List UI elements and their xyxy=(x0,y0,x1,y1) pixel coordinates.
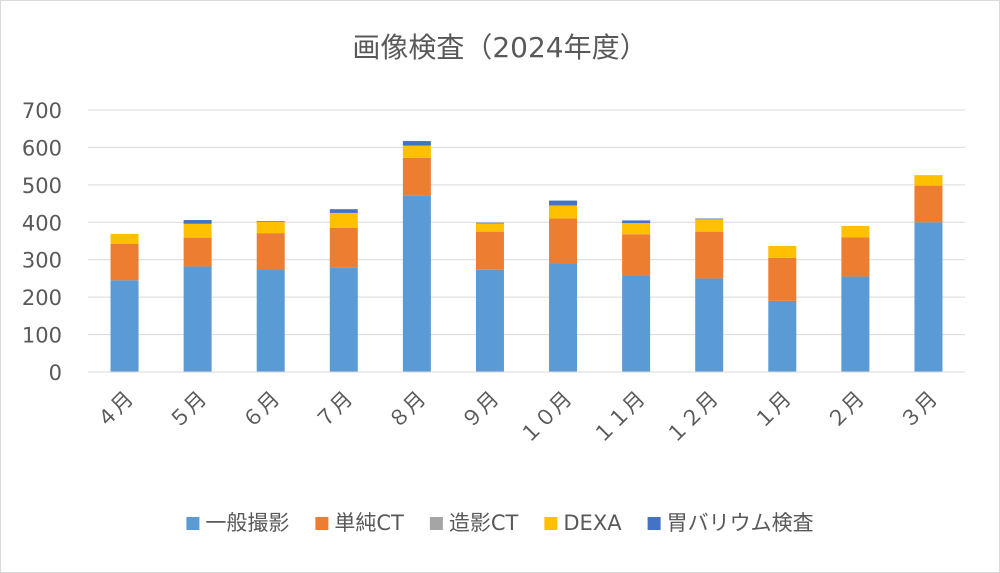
x-tick-label: ２月 xyxy=(822,387,869,434)
bar-segment xyxy=(402,145,431,158)
bar-segment xyxy=(622,220,651,224)
bar-segment xyxy=(695,278,724,372)
bar-segment xyxy=(768,257,797,301)
legend-item: 造影CT xyxy=(429,511,519,535)
bar-segment xyxy=(914,175,943,186)
bar-segment xyxy=(695,231,724,279)
bar-segment xyxy=(256,221,285,234)
legend-label: DEXA xyxy=(563,511,622,535)
x-tick-label: ７月 xyxy=(311,387,358,434)
bar-segment xyxy=(329,227,358,268)
bar-segment xyxy=(256,221,285,222)
bars xyxy=(110,141,943,372)
bar-segment xyxy=(110,280,139,372)
bar-segment xyxy=(183,220,212,224)
y-tick-label: 500 xyxy=(22,174,62,198)
bar-segment xyxy=(549,263,578,372)
legend-label: 胃バリウム検査 xyxy=(667,511,814,535)
x-tick-label: １０月 xyxy=(515,387,577,449)
y-tick-label: 300 xyxy=(22,249,62,273)
x-tick-label: ６月 xyxy=(238,387,285,434)
bar-segment xyxy=(475,223,504,232)
x-tick-label: １月 xyxy=(749,387,796,434)
bar-segment xyxy=(183,237,212,267)
x-tick-label: １１月 xyxy=(588,387,650,449)
bar-segment xyxy=(549,205,578,219)
y-tick-label: 0 xyxy=(49,361,62,385)
bar-segment xyxy=(549,200,578,206)
legend-swatch xyxy=(315,517,329,530)
bar-segment xyxy=(768,245,797,258)
legend: 一般撮影 単純CT 造影CT DEXA 胃バリウム検査 xyxy=(186,511,814,535)
legend-label: 造影CT xyxy=(449,511,519,535)
x-tick-label: ３月 xyxy=(895,387,942,434)
legend-item: 胃バリウム検査 xyxy=(647,511,814,535)
legend-item: 一般撮影 xyxy=(186,511,289,535)
bar-segment xyxy=(402,157,431,196)
grid xyxy=(88,109,965,336)
x-tick-label: ９月 xyxy=(457,387,504,434)
legend-label: 単純CT xyxy=(334,511,404,535)
bar-segment xyxy=(329,209,358,213)
bar-segment xyxy=(695,218,724,220)
x-tick-label: １２月 xyxy=(661,387,723,449)
bar-segment xyxy=(110,233,139,244)
bar-segment xyxy=(695,219,724,232)
bar-segment xyxy=(841,237,870,277)
y-tick-label: 200 xyxy=(22,286,62,310)
x-tick-label: ４月 xyxy=(91,387,138,434)
bar-segment xyxy=(183,223,212,238)
bar-segment xyxy=(256,269,285,372)
legend-item: 単純CT xyxy=(315,511,404,535)
x-tick-label: ８月 xyxy=(384,387,431,434)
bar-segment xyxy=(914,222,943,372)
chart-title: 画像検査（2024年度） xyxy=(352,31,647,64)
bar-segment xyxy=(329,267,358,372)
bar-segment xyxy=(402,195,431,372)
bar-segment xyxy=(329,212,358,228)
bar-segment xyxy=(841,226,870,238)
y-tick-label: 100 xyxy=(22,324,62,348)
x-axis-ticks: ４月 ５月 ６月 ７月 ８月 ９月 １０月 １１月 １２月 １月 ２月 ３月 xyxy=(91,387,942,449)
bar-segment xyxy=(622,234,651,276)
y-tick-label: 400 xyxy=(22,211,62,235)
bar-segment xyxy=(475,269,504,372)
bar-segment xyxy=(110,243,139,281)
y-tick-label: 700 xyxy=(22,99,62,123)
bar-segment xyxy=(549,218,578,264)
y-axis-ticks: 0 100 200 300 400 500 600 700 xyxy=(22,99,62,385)
bar-segment xyxy=(622,275,651,372)
y-tick-label: 600 xyxy=(22,136,62,160)
bar-segment xyxy=(475,231,504,270)
bar-segment xyxy=(914,185,943,223)
bar-segment xyxy=(475,222,504,224)
legend-swatch xyxy=(186,517,200,530)
bar-segment xyxy=(768,300,797,372)
legend-swatch xyxy=(544,517,558,530)
bar-segment xyxy=(622,223,651,235)
bar-segment xyxy=(183,266,212,372)
legend-label: 一般撮影 xyxy=(205,511,289,535)
bar-segment xyxy=(841,276,870,372)
x-tick-label: ５月 xyxy=(164,387,211,434)
legend-swatch xyxy=(647,517,661,530)
legend-swatch xyxy=(429,517,443,530)
bar-segment xyxy=(402,141,431,146)
bar-segment xyxy=(256,233,285,270)
legend-item: DEXA xyxy=(544,511,622,535)
